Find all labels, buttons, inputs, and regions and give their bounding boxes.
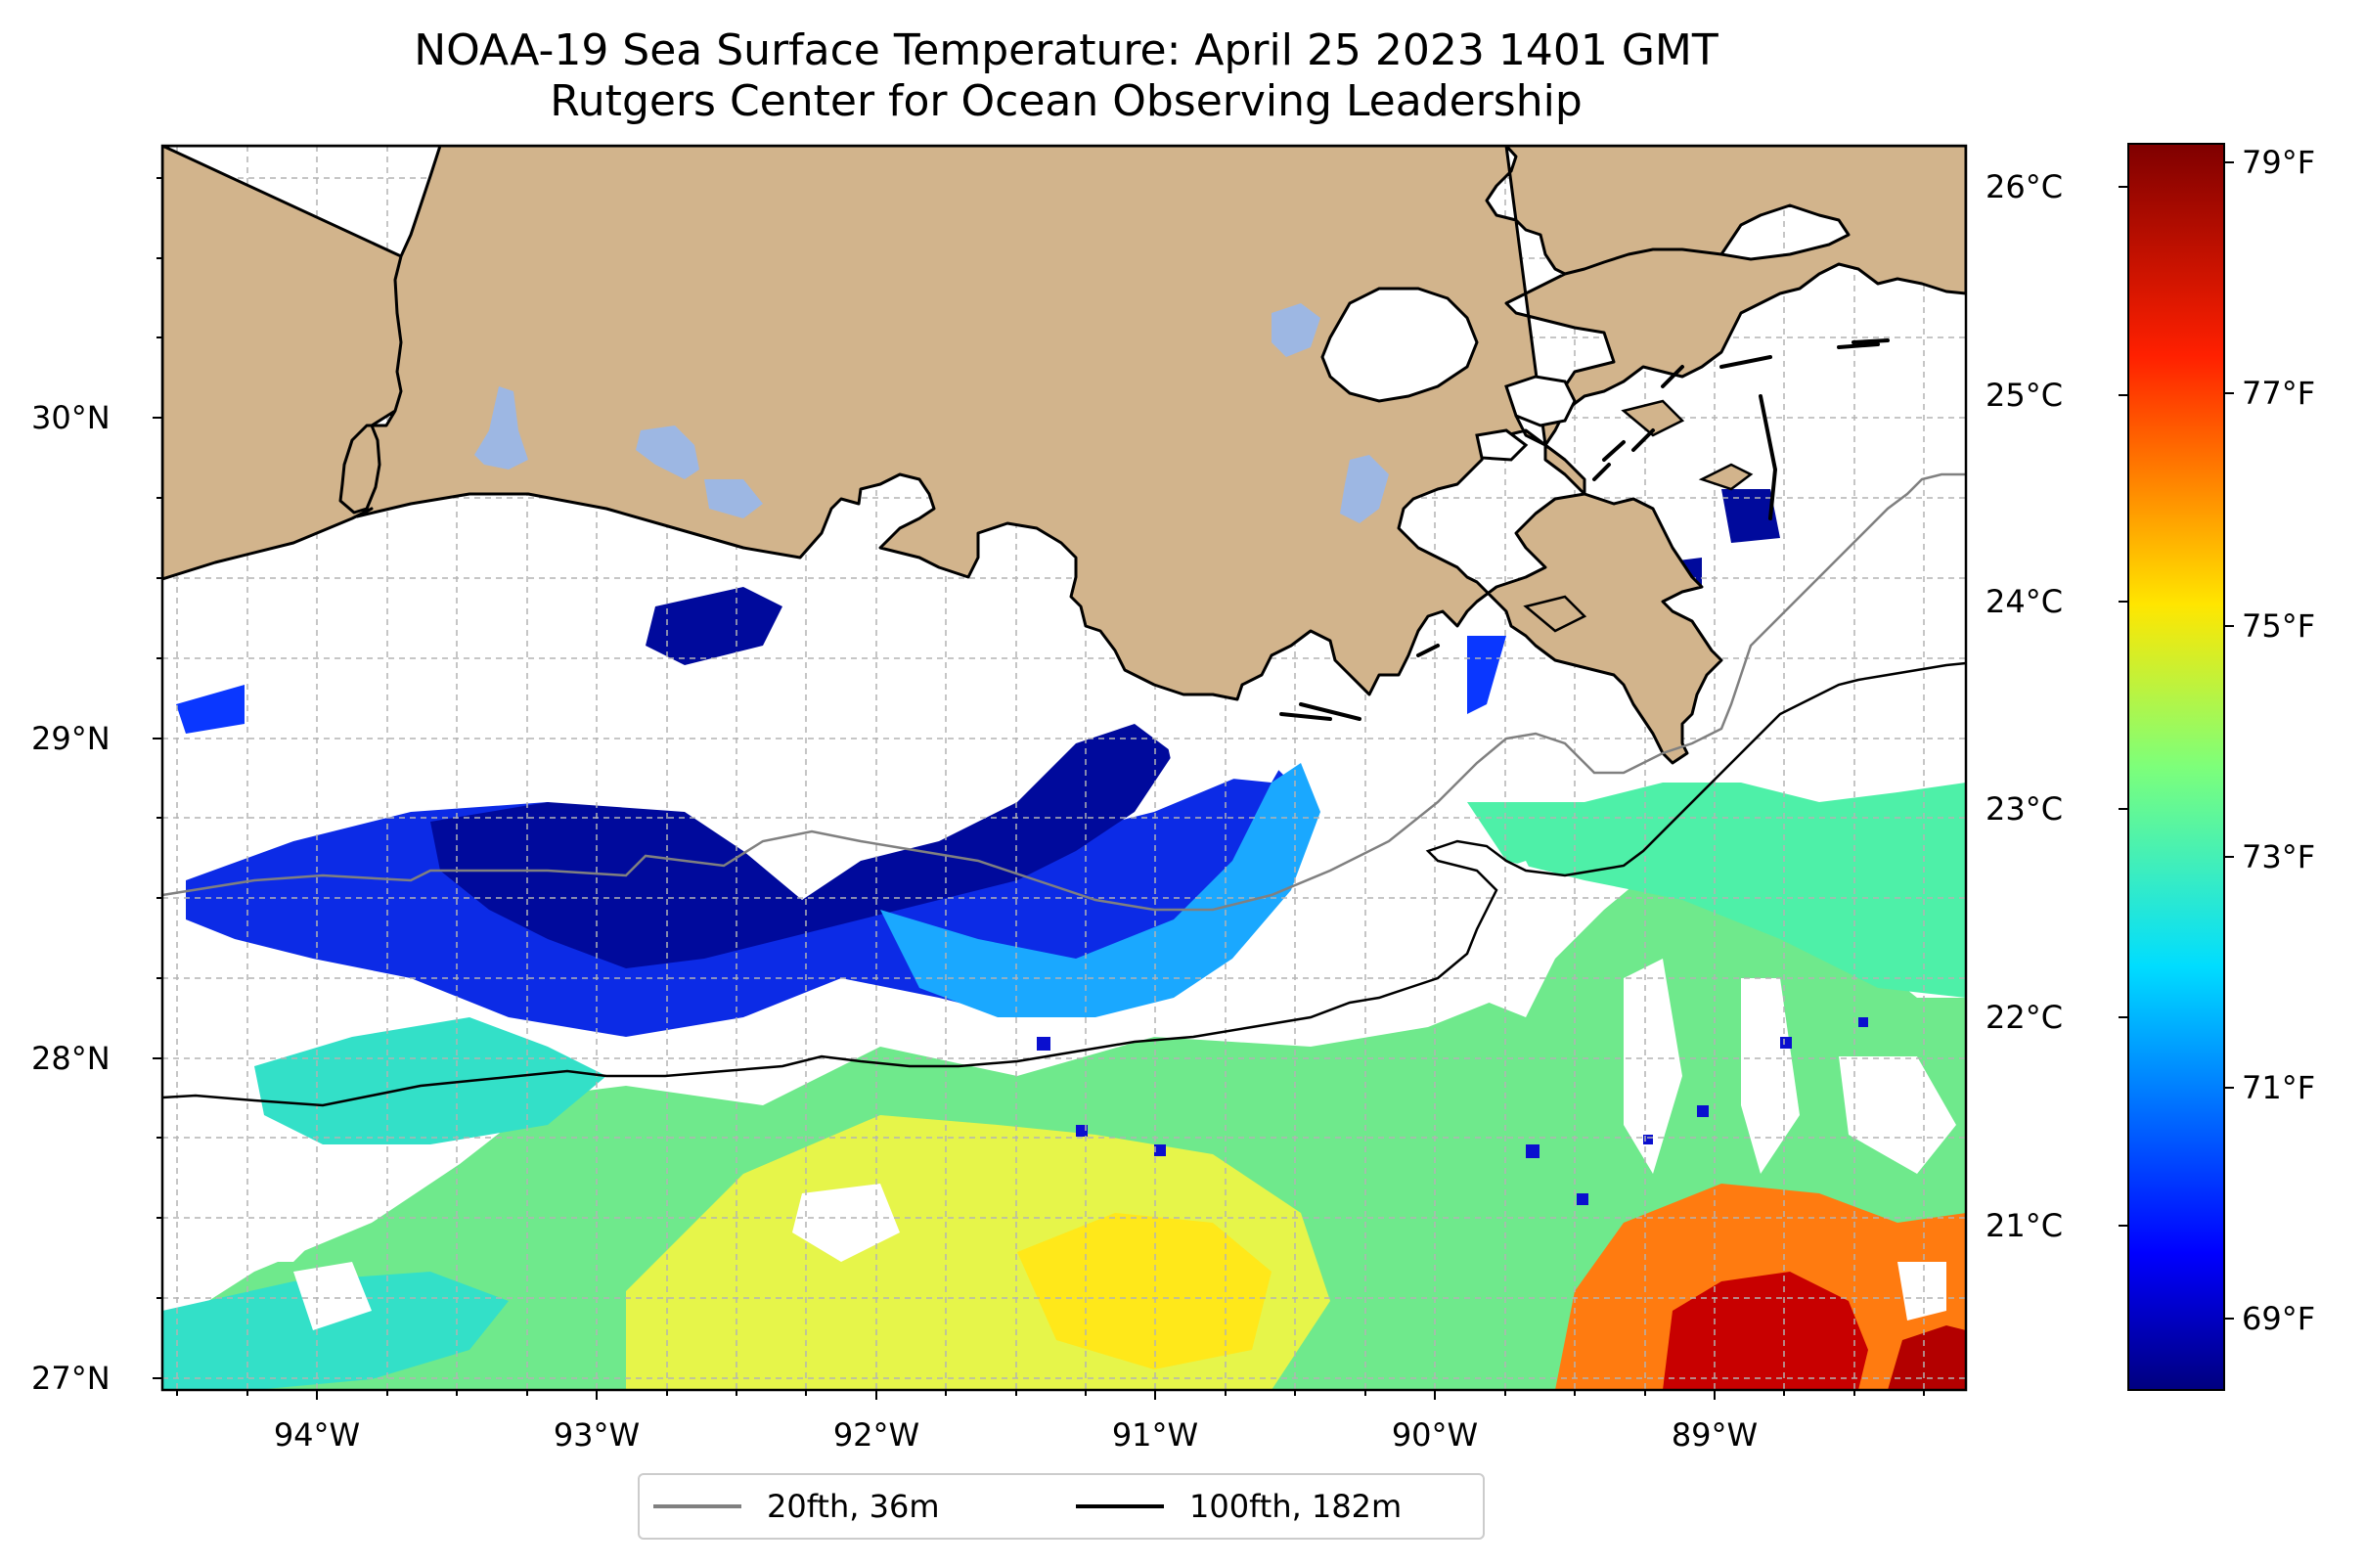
colorbar-label-22c: 22°C bbox=[1986, 999, 2064, 1036]
lon-label-93w: 93°W bbox=[553, 1416, 641, 1454]
colorbar-label-79f: 79°F bbox=[2242, 144, 2316, 181]
lon-label-90w: 90°W bbox=[1391, 1416, 1479, 1454]
bathymetry-100fth bbox=[162, 661, 1966, 1107]
colorbar-label-25c: 25°C bbox=[1986, 377, 2064, 414]
sst-patch bbox=[254, 1017, 606, 1144]
legend-line-100fth bbox=[1076, 1504, 1164, 1508]
coast-marks bbox=[1279, 338, 1890, 721]
legend-item-20fth: 20fth, 36m bbox=[653, 1487, 939, 1526]
coast-islands bbox=[1320, 287, 1577, 462]
lon-label-92w: 92°W bbox=[832, 1416, 920, 1454]
colorbar-label-26c: 26°C bbox=[1986, 168, 2064, 205]
land-louisiana bbox=[162, 146, 1966, 765]
chart-title: NOAA-19 Sea Surface Temperature: April 2… bbox=[414, 25, 1718, 75]
lon-label-91w: 91°W bbox=[1111, 1416, 1199, 1454]
bathymetry-20fth bbox=[162, 472, 1966, 912]
sst-patch bbox=[1888, 1325, 1966, 1390]
sst-patch bbox=[430, 724, 1174, 968]
colorbar-label-24c: 24°C bbox=[1986, 583, 2064, 620]
sst-patch bbox=[880, 763, 1320, 1017]
colorbar-ticks bbox=[2119, 161, 2234, 1320]
sst-field bbox=[162, 489, 1966, 1390]
sst-patch bbox=[646, 587, 782, 665]
colorbar-label-77f: 77°F bbox=[2242, 375, 2316, 412]
lat-label-27n: 27°N bbox=[31, 1360, 111, 1397]
lon-label-89w: 89°W bbox=[1671, 1416, 1759, 1454]
lat-label-28n: 28°N bbox=[31, 1040, 111, 1077]
land-islands bbox=[1523, 399, 1754, 633]
colorbar-label-23c: 23°C bbox=[1986, 790, 2064, 828]
sst-patch bbox=[1721, 489, 1780, 543]
legend: 20fth, 36m 100fth, 182m bbox=[638, 1473, 1485, 1540]
lat-label-29n: 29°N bbox=[31, 720, 111, 757]
colorbar-label-75f: 75°F bbox=[2242, 607, 2316, 645]
legend-label-100fth: 100fth, 182m bbox=[1189, 1488, 1403, 1525]
sst-patch bbox=[176, 685, 245, 734]
colorbar-label-21c: 21°C bbox=[1986, 1207, 2064, 1244]
cloud-gaps bbox=[162, 665, 1956, 1330]
colorbar-label-71f: 71°F bbox=[2242, 1069, 2316, 1106]
plot-frame bbox=[160, 144, 1968, 1392]
legend-item-100fth: 100fth, 182m bbox=[1076, 1487, 1402, 1526]
colorbar-label-73f: 73°F bbox=[2242, 838, 2316, 875]
colorbar bbox=[2127, 143, 2225, 1391]
plot-area bbox=[162, 146, 1966, 1390]
colorbar-label-69f: 69°F bbox=[2242, 1300, 2316, 1337]
lon-label-94w: 94°W bbox=[273, 1416, 361, 1454]
sst-patch bbox=[1467, 783, 1966, 998]
sst-patch bbox=[1017, 1213, 1272, 1369]
sst-speckles bbox=[1037, 1017, 1868, 1205]
sst-patch bbox=[1467, 636, 1506, 714]
chart-subtitle: Rutgers Center for Ocean Observing Leade… bbox=[550, 76, 1583, 126]
legend-line-20fth bbox=[653, 1504, 741, 1508]
legend-label-20fth: 20fth, 36m bbox=[767, 1488, 940, 1525]
lat-label-30n: 30°N bbox=[31, 399, 111, 436]
inland-water bbox=[474, 303, 1389, 523]
axis-ticks bbox=[153, 177, 1925, 1400]
sst-patch bbox=[162, 841, 1966, 1390]
sst-patch bbox=[162, 1272, 509, 1390]
